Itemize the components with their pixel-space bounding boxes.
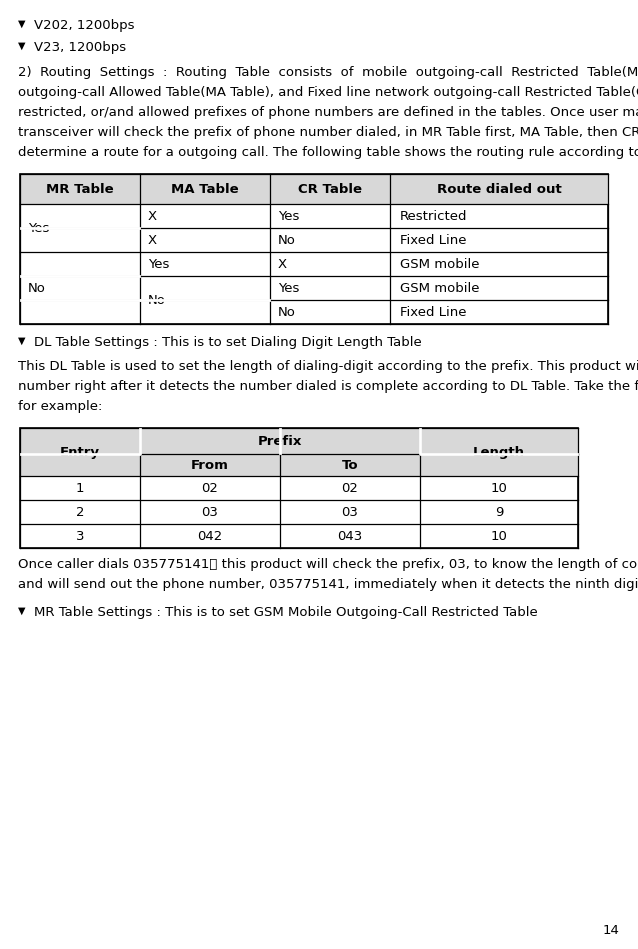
Text: DL Table Settings : This is to set Dialing Digit Length Table: DL Table Settings : This is to set Diali…	[34, 336, 422, 349]
Text: X: X	[148, 233, 157, 247]
Text: GSM mobile: GSM mobile	[400, 257, 480, 270]
Text: No: No	[148, 293, 166, 307]
Text: 03: 03	[202, 506, 218, 518]
Text: GSM mobile: GSM mobile	[400, 282, 480, 294]
Text: Entry: Entry	[60, 445, 100, 458]
Text: This DL Table is used to set the length of dialing-digit according to the prefix: This DL Table is used to set the length …	[18, 360, 638, 373]
Text: No: No	[278, 306, 296, 319]
Text: ▼: ▼	[18, 336, 26, 346]
Text: X: X	[278, 257, 287, 270]
Text: for example:: for example:	[18, 400, 102, 413]
Bar	[20, 428, 578, 476]
Text: 2)  Routing  Settings  :  Routing  Table  consists  of  mobile  outgoing-call  R: 2) Routing Settings : Routing Table cons…	[18, 66, 638, 79]
Text: 1: 1	[76, 481, 84, 494]
Text: ▼: ▼	[18, 41, 26, 51]
Text: MR Table Settings : This is to set GSM Mobile Outgoing-Call Restricted Table: MR Table Settings : This is to set GSM M…	[34, 606, 538, 619]
Text: 042: 042	[197, 530, 223, 543]
Text: 043: 043	[338, 530, 362, 543]
Text: 10: 10	[491, 481, 507, 494]
Text: restricted, or/and allowed prefixes of phone numbers are defined in the tables. : restricted, or/and allowed prefixes of p…	[18, 106, 638, 119]
Bar	[20, 174, 608, 324]
Text: 14: 14	[602, 924, 619, 937]
Text: V23, 1200bps: V23, 1200bps	[34, 41, 126, 54]
Text: Yes: Yes	[278, 210, 299, 222]
Text: Fixed Line: Fixed Line	[400, 233, 466, 247]
Text: 9: 9	[495, 506, 503, 518]
Text: CR Table: CR Table	[298, 182, 362, 195]
Bar	[20, 428, 578, 548]
Text: MR Table: MR Table	[46, 182, 114, 195]
Text: No: No	[28, 282, 46, 294]
Text: Fixed Line: Fixed Line	[400, 306, 466, 319]
Text: 3: 3	[76, 530, 84, 543]
Text: and will send out the phone number, 035775141, immediately when it detects the n: and will send out the phone number, 0357…	[18, 578, 638, 591]
Text: To: To	[342, 458, 359, 472]
Text: Route dialed out: Route dialed out	[436, 182, 561, 195]
Text: Yes: Yes	[278, 282, 299, 294]
Text: Yes: Yes	[28, 221, 49, 234]
Text: ▼: ▼	[18, 19, 26, 29]
Text: number right after it detects the number dialed is complete according to DL Tabl: number right after it detects the number…	[18, 380, 638, 393]
Text: ▼: ▼	[18, 606, 26, 616]
Text: V202, 1200bps: V202, 1200bps	[34, 19, 135, 32]
Text: transceiver will check the prefix of phone number dialed, in MR Table first, MA : transceiver will check the prefix of pho…	[18, 126, 638, 139]
Text: X: X	[148, 210, 157, 222]
Text: Once caller dials 035775141， this product will check the prefix, 03, to know the: Once caller dials 035775141， this produc…	[18, 558, 638, 571]
Text: Yes: Yes	[148, 257, 169, 270]
Text: 02: 02	[341, 481, 359, 494]
Text: Prefix: Prefix	[258, 435, 302, 448]
Text: 02: 02	[202, 481, 218, 494]
Text: From: From	[191, 458, 229, 472]
Text: determine a route for a outgoing call. The following table shows the routing rul: determine a route for a outgoing call. T…	[18, 146, 638, 159]
Text: Length: Length	[473, 445, 525, 458]
Bar	[20, 174, 608, 204]
Text: Restricted: Restricted	[400, 210, 468, 222]
Text: MA Table: MA Table	[171, 182, 239, 195]
Text: No: No	[278, 233, 296, 247]
Text: 2: 2	[76, 506, 84, 518]
Text: 10: 10	[491, 530, 507, 543]
Text: 03: 03	[341, 506, 359, 518]
Text: outgoing-call Allowed Table(MA Table), and Fixed line network outgoing-call Rest: outgoing-call Allowed Table(MA Table), a…	[18, 86, 638, 99]
